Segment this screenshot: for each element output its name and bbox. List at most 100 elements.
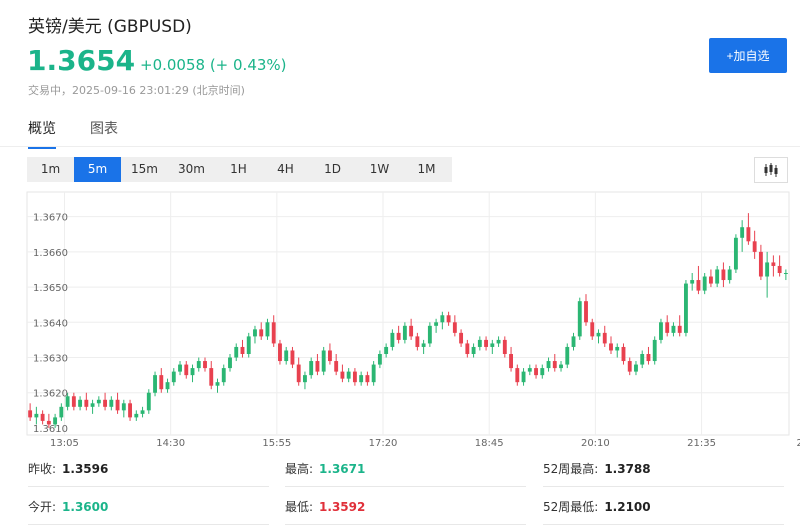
candle-body [621, 346, 626, 362]
y-tick-label: 1.3630 [33, 354, 68, 365]
candle-body [346, 371, 351, 379]
tab-chart[interactable]: 图表 [90, 121, 118, 137]
candle-body [352, 371, 357, 383]
interval-1w[interactable]: 1W [369, 162, 390, 176]
candle [577, 297, 582, 340]
interval-5m[interactable]: 5m [74, 157, 121, 182]
candle-body [359, 375, 364, 383]
candle [671, 322, 676, 337]
candle-body [59, 406, 64, 418]
candle [128, 399, 132, 421]
interval-1m[interactable]: 1m [40, 162, 61, 176]
candle-body [184, 364, 189, 376]
add-to-watchlist-button[interactable]: +加自选 [709, 38, 787, 73]
candle-body [303, 375, 307, 383]
candle [121, 399, 126, 418]
candle-body [178, 364, 182, 372]
x-tick-label: 20:10 [581, 438, 610, 449]
interval-1d[interactable]: 1D [324, 162, 341, 176]
candle [484, 336, 489, 351]
candle-body [534, 368, 538, 376]
candle [246, 332, 251, 358]
candle-body [228, 357, 232, 369]
candle [783, 269, 788, 281]
candle-body [721, 269, 726, 281]
interval-1mo[interactable]: 1M [417, 162, 436, 176]
candle-body [190, 368, 195, 376]
candle [752, 230, 757, 259]
candle-body [609, 343, 613, 351]
candle-body [746, 227, 751, 242]
candle [708, 269, 713, 288]
candle [496, 336, 501, 347]
candle [490, 339, 495, 354]
candle-body [515, 368, 520, 383]
tab-overview[interactable]: 概览 [28, 118, 56, 149]
candle [502, 336, 507, 358]
candle [733, 234, 738, 273]
candle-body [415, 336, 420, 347]
candle-body [615, 346, 620, 351]
candle [465, 339, 470, 358]
candle [765, 251, 770, 298]
candle [552, 354, 557, 372]
candle [459, 329, 464, 347]
stat-value: 1.2100 [604, 500, 651, 514]
candle [590, 318, 595, 340]
candle [278, 339, 282, 365]
interval-4h[interactable]: 4H [277, 162, 294, 176]
candle-body [165, 382, 170, 390]
candle-body [246, 336, 251, 354]
candle-body [571, 336, 576, 347]
candle-body [427, 325, 432, 344]
candle [371, 361, 376, 386]
candle [71, 392, 76, 411]
candle [415, 332, 420, 351]
candle-body [327, 350, 332, 362]
stat-label: 52周最高: [543, 462, 599, 476]
candle [196, 357, 201, 372]
x-tick-label: 17:20 [369, 438, 398, 449]
chart-type-button[interactable] [754, 157, 788, 183]
candle-body [671, 325, 676, 333]
interval-30m[interactable]: 30m [178, 162, 205, 176]
candle-body [221, 368, 226, 383]
y-tick-label: 1.3670 [33, 213, 68, 224]
trading-status: 交易中，2025-09-16 23:01:29 (北京时间) [28, 84, 245, 97]
candle [178, 361, 182, 376]
candle-body [502, 339, 507, 354]
candle [309, 357, 314, 379]
candle-body [309, 361, 314, 376]
candle-body [103, 399, 108, 407]
candle [146, 389, 151, 414]
candle-body [740, 227, 745, 238]
candle-body [71, 396, 76, 407]
interval-1h[interactable]: 1H [230, 162, 247, 176]
candle [640, 350, 645, 369]
price-chart[interactable]: 1.3620 1.3630 1.3640 1.3650 1.3660 1.3670 1.36… [0, 190, 800, 450]
candle [746, 213, 751, 245]
stats-row-1: 昨收: 1.3596 最高: 1.3671 52周最高: 1.3788 [0, 456, 800, 482]
x-tick-label: 13:05 [50, 438, 79, 449]
y-tick-label: 1.3660 [33, 248, 68, 259]
candle-body [546, 361, 551, 369]
candle [203, 357, 207, 372]
candle-body [215, 382, 220, 386]
candle [665, 315, 670, 337]
stat-low: 最低: 1.3592 [285, 498, 365, 515]
candle-body [46, 420, 51, 425]
candle-body [96, 399, 101, 404]
candle [259, 322, 264, 340]
interval-15m[interactable]: 15m [131, 162, 158, 176]
candle [452, 315, 457, 337]
candle [53, 413, 58, 428]
stat-label: 昨收: [28, 462, 57, 476]
last-price: 1.3654 [27, 44, 136, 77]
interval-selector: 1m 5m 15m 30m 1H 4H 1D 1W 1M [27, 157, 452, 182]
candle-body [540, 368, 545, 376]
candle-body [296, 364, 301, 383]
candle-body [590, 322, 595, 337]
candle [59, 403, 64, 421]
candle-body [627, 361, 632, 372]
candle-body [777, 265, 782, 273]
